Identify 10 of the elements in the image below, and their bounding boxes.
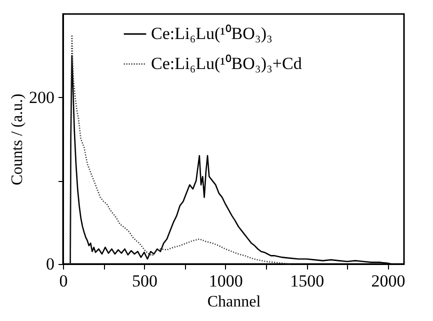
legend-label: Ce:Li₆Lu(¹⁰BO₃)₃ — [151, 24, 272, 43]
y-axis-title: Counts / (a.u.) — [9, 94, 26, 186]
x-tick-label: 0 — [59, 272, 68, 290]
x-tick-label: 2000 — [371, 272, 406, 290]
legend-label: Ce:Li₆Lu(¹⁰BO₃)₃+Cd — [151, 54, 302, 73]
y-tick-label: 200 — [29, 88, 54, 107]
x-tick-label: 1500 — [290, 272, 324, 290]
x-tick-label: 500 — [132, 272, 158, 290]
x-tick-label: 1000 — [208, 272, 243, 290]
x-axis-title: Channel — [207, 294, 262, 310]
